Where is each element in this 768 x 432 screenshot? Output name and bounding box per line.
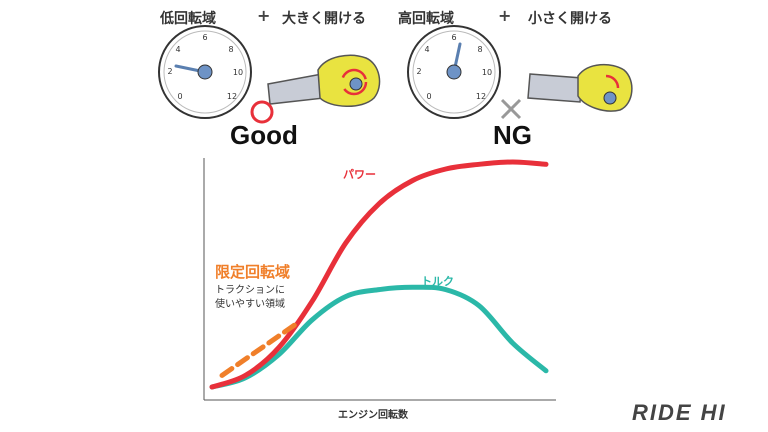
x-axis-label: エンジン回転数: [338, 410, 408, 421]
gauge-tick: 10: [233, 68, 243, 77]
plus-sign-left: +: [257, 6, 271, 25]
gauge-tick: 2: [167, 67, 172, 76]
gauge-tick: 12: [227, 92, 237, 101]
limited-rpm-zone-line: [219, 321, 298, 378]
gauge-tick: 10: [482, 68, 492, 77]
gauge-tick: 8: [477, 45, 482, 54]
hand-throttle-wide-icon: [267, 54, 381, 107]
torque-series-label: トルク: [421, 275, 454, 288]
gauge-tick: 12: [476, 92, 486, 101]
ng-verdict: NG: [493, 120, 532, 150]
circle-icon: [250, 100, 274, 124]
torque-curve: [209, 284, 549, 390]
gauge-tick: 8: [228, 45, 233, 54]
zone-description-line2: 使いやすい領域: [215, 299, 285, 310]
zone-description-line1: トラクションに: [215, 285, 285, 296]
gauge-tick: 6: [202, 33, 207, 42]
gauge-tick: 0: [177, 92, 182, 101]
high-rpm-label: 高回転域: [398, 11, 454, 27]
open-small-label: 小さく開ける: [528, 11, 612, 27]
hand-throttle-small-icon: [527, 63, 633, 112]
cross-icon: [500, 98, 522, 120]
tachometer-high-icon: 2 4 6 8 10 12 0: [407, 25, 501, 119]
power-curve: [209, 159, 549, 390]
good-verdict: Good: [230, 120, 298, 150]
gauge-tick: 2: [416, 67, 421, 76]
tachometer-low-icon: 2 4 6 8 10 12 0: [158, 25, 252, 119]
plus-sign-right: +: [498, 6, 512, 25]
limited-rpm-zone-title: 限定回転域: [215, 263, 291, 281]
gauge-tick: 0: [426, 92, 431, 101]
gauge-tick: 4: [175, 45, 180, 54]
power-series-label: パワー: [343, 168, 376, 181]
gauge-tick: 6: [451, 33, 456, 42]
gauge-tick: 4: [424, 45, 429, 54]
open-wide-label: 大きく開ける: [282, 11, 366, 27]
brand-logo: RIDE HI: [632, 400, 727, 425]
low-rpm-label: 低回転域: [160, 11, 216, 27]
